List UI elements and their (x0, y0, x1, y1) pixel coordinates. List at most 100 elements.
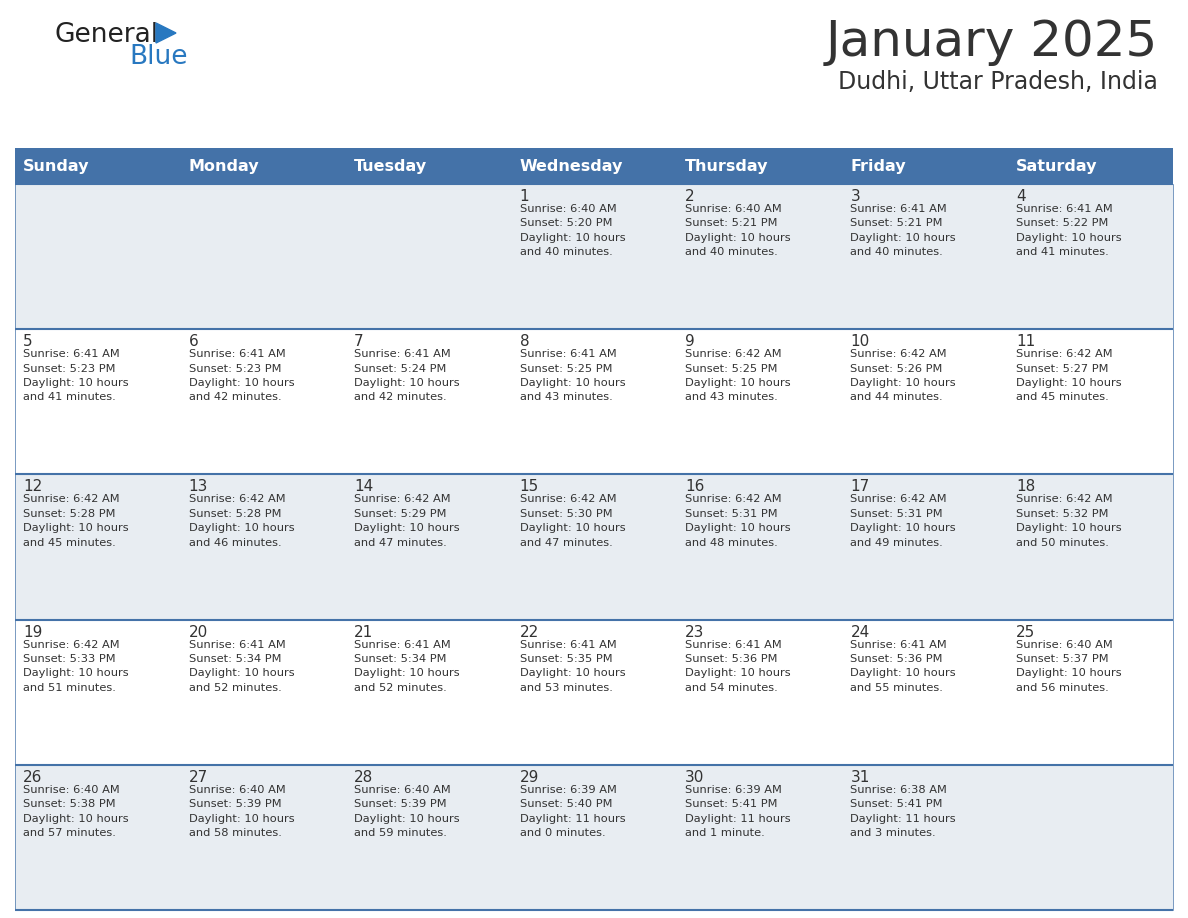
Text: Sunrise: 6:41 AM
Sunset: 5:36 PM
Daylight: 10 hours
and 55 minutes.: Sunrise: 6:41 AM Sunset: 5:36 PM Dayligh… (851, 640, 956, 693)
Bar (1007, 475, 1173, 620)
Text: 31: 31 (851, 770, 870, 785)
Bar (677, 765, 842, 910)
Bar (15, 184, 181, 330)
Text: Sunrise: 6:41 AM
Sunset: 5:35 PM
Daylight: 10 hours
and 53 minutes.: Sunrise: 6:41 AM Sunset: 5:35 PM Dayligh… (519, 640, 625, 693)
Text: Sunrise: 6:42 AM
Sunset: 5:31 PM
Daylight: 10 hours
and 48 minutes.: Sunrise: 6:42 AM Sunset: 5:31 PM Dayligh… (685, 495, 790, 548)
Text: 10: 10 (851, 334, 870, 349)
Text: 17: 17 (851, 479, 870, 495)
Text: 19: 19 (24, 624, 43, 640)
Bar (677, 475, 842, 620)
Text: Sunrise: 6:42 AM
Sunset: 5:33 PM
Daylight: 10 hours
and 51 minutes.: Sunrise: 6:42 AM Sunset: 5:33 PM Dayligh… (24, 640, 128, 693)
Bar (346, 330, 511, 475)
Text: Sunrise: 6:40 AM
Sunset: 5:21 PM
Daylight: 10 hours
and 40 minutes.: Sunrise: 6:40 AM Sunset: 5:21 PM Dayligh… (685, 204, 790, 257)
Bar (15, 475, 181, 620)
Bar (181, 765, 346, 910)
Text: Sunrise: 6:41 AM
Sunset: 5:23 PM
Daylight: 10 hours
and 42 minutes.: Sunrise: 6:41 AM Sunset: 5:23 PM Dayligh… (189, 349, 295, 402)
Text: 28: 28 (354, 770, 373, 785)
Bar (346, 620, 511, 765)
Text: Sunrise: 6:41 AM
Sunset: 5:36 PM
Daylight: 10 hours
and 54 minutes.: Sunrise: 6:41 AM Sunset: 5:36 PM Dayligh… (685, 640, 790, 693)
Text: Sunrise: 6:42 AM
Sunset: 5:29 PM
Daylight: 10 hours
and 47 minutes.: Sunrise: 6:42 AM Sunset: 5:29 PM Dayligh… (354, 495, 460, 548)
Bar (181, 475, 346, 620)
Text: Sunrise: 6:41 AM
Sunset: 5:24 PM
Daylight: 10 hours
and 42 minutes.: Sunrise: 6:41 AM Sunset: 5:24 PM Dayligh… (354, 349, 460, 402)
Text: Sunrise: 6:39 AM
Sunset: 5:41 PM
Daylight: 11 hours
and 1 minute.: Sunrise: 6:39 AM Sunset: 5:41 PM Dayligh… (685, 785, 790, 838)
Text: 24: 24 (851, 624, 870, 640)
Text: Tuesday: Tuesday (354, 159, 428, 174)
Bar (346, 184, 511, 330)
Text: Sunrise: 6:42 AM
Sunset: 5:32 PM
Daylight: 10 hours
and 50 minutes.: Sunrise: 6:42 AM Sunset: 5:32 PM Dayligh… (1016, 495, 1121, 548)
Bar (511, 475, 677, 620)
Text: 23: 23 (685, 624, 704, 640)
Text: Sunrise: 6:40 AM
Sunset: 5:39 PM
Daylight: 10 hours
and 59 minutes.: Sunrise: 6:40 AM Sunset: 5:39 PM Dayligh… (354, 785, 460, 838)
Text: Wednesday: Wednesday (519, 159, 623, 174)
Text: 2: 2 (685, 189, 695, 204)
Bar (346, 765, 511, 910)
Text: 5: 5 (24, 334, 33, 349)
Text: 9: 9 (685, 334, 695, 349)
Text: 7: 7 (354, 334, 364, 349)
Text: Sunrise: 6:40 AM
Sunset: 5:39 PM
Daylight: 10 hours
and 58 minutes.: Sunrise: 6:40 AM Sunset: 5:39 PM Dayligh… (189, 785, 295, 838)
Text: Sunrise: 6:42 AM
Sunset: 5:28 PM
Daylight: 10 hours
and 45 minutes.: Sunrise: 6:42 AM Sunset: 5:28 PM Dayligh… (24, 495, 128, 548)
Bar (15, 765, 181, 910)
Bar (15, 330, 181, 475)
Text: Sunrise: 6:42 AM
Sunset: 5:28 PM
Daylight: 10 hours
and 46 minutes.: Sunrise: 6:42 AM Sunset: 5:28 PM Dayligh… (189, 495, 295, 548)
Text: 25: 25 (1016, 624, 1035, 640)
Bar (181, 620, 346, 765)
Text: Friday: Friday (851, 159, 906, 174)
Text: Dudhi, Uttar Pradesh, India: Dudhi, Uttar Pradesh, India (838, 70, 1158, 94)
Bar (842, 330, 1007, 475)
Text: 1: 1 (519, 189, 529, 204)
Polygon shape (156, 23, 176, 43)
Text: Sunday: Sunday (24, 159, 90, 174)
Text: 12: 12 (24, 479, 43, 495)
Bar (511, 184, 677, 330)
Bar (511, 765, 677, 910)
Text: 30: 30 (685, 770, 704, 785)
Text: Saturday: Saturday (1016, 159, 1098, 174)
Bar (677, 184, 842, 330)
Text: Sunrise: 6:41 AM
Sunset: 5:34 PM
Daylight: 10 hours
and 52 minutes.: Sunrise: 6:41 AM Sunset: 5:34 PM Dayligh… (189, 640, 295, 693)
Text: Sunrise: 6:41 AM
Sunset: 5:23 PM
Daylight: 10 hours
and 41 minutes.: Sunrise: 6:41 AM Sunset: 5:23 PM Dayligh… (24, 349, 128, 402)
Bar (511, 330, 677, 475)
Text: 20: 20 (189, 624, 208, 640)
Text: 14: 14 (354, 479, 373, 495)
Text: Sunrise: 6:42 AM
Sunset: 5:30 PM
Daylight: 10 hours
and 47 minutes.: Sunrise: 6:42 AM Sunset: 5:30 PM Dayligh… (519, 495, 625, 548)
Bar (842, 620, 1007, 765)
Bar (15, 620, 181, 765)
Text: 6: 6 (189, 334, 198, 349)
Bar (511, 620, 677, 765)
Text: Sunrise: 6:40 AM
Sunset: 5:38 PM
Daylight: 10 hours
and 57 minutes.: Sunrise: 6:40 AM Sunset: 5:38 PM Dayligh… (24, 785, 128, 838)
Text: Sunrise: 6:41 AM
Sunset: 5:34 PM
Daylight: 10 hours
and 52 minutes.: Sunrise: 6:41 AM Sunset: 5:34 PM Dayligh… (354, 640, 460, 693)
Bar (15, 148, 1173, 184)
Bar (842, 765, 1007, 910)
Text: 18: 18 (1016, 479, 1035, 495)
Text: 15: 15 (519, 479, 539, 495)
Text: 16: 16 (685, 479, 704, 495)
Text: 29: 29 (519, 770, 539, 785)
Text: Sunrise: 6:38 AM
Sunset: 5:41 PM
Daylight: 11 hours
and 3 minutes.: Sunrise: 6:38 AM Sunset: 5:41 PM Dayligh… (851, 785, 956, 838)
Text: 27: 27 (189, 770, 208, 785)
Bar (1007, 765, 1173, 910)
Bar (1007, 330, 1173, 475)
Text: Sunrise: 6:39 AM
Sunset: 5:40 PM
Daylight: 11 hours
and 0 minutes.: Sunrise: 6:39 AM Sunset: 5:40 PM Dayligh… (519, 785, 625, 838)
Bar (1007, 184, 1173, 330)
Bar (677, 620, 842, 765)
Text: Sunrise: 6:40 AM
Sunset: 5:37 PM
Daylight: 10 hours
and 56 minutes.: Sunrise: 6:40 AM Sunset: 5:37 PM Dayligh… (1016, 640, 1121, 693)
Text: 4: 4 (1016, 189, 1025, 204)
Bar (181, 330, 346, 475)
Bar (346, 475, 511, 620)
Text: January 2025: January 2025 (826, 18, 1158, 66)
Text: Sunrise: 6:42 AM
Sunset: 5:26 PM
Daylight: 10 hours
and 44 minutes.: Sunrise: 6:42 AM Sunset: 5:26 PM Dayligh… (851, 349, 956, 402)
Text: Sunrise: 6:41 AM
Sunset: 5:22 PM
Daylight: 10 hours
and 41 minutes.: Sunrise: 6:41 AM Sunset: 5:22 PM Dayligh… (1016, 204, 1121, 257)
Text: 26: 26 (24, 770, 43, 785)
Bar (1007, 620, 1173, 765)
Text: Monday: Monday (189, 159, 259, 174)
Text: 11: 11 (1016, 334, 1035, 349)
Text: General: General (55, 22, 159, 48)
Text: Sunrise: 6:40 AM
Sunset: 5:20 PM
Daylight: 10 hours
and 40 minutes.: Sunrise: 6:40 AM Sunset: 5:20 PM Dayligh… (519, 204, 625, 257)
Text: Sunrise: 6:41 AM
Sunset: 5:21 PM
Daylight: 10 hours
and 40 minutes.: Sunrise: 6:41 AM Sunset: 5:21 PM Dayligh… (851, 204, 956, 257)
Text: Blue: Blue (129, 44, 188, 70)
Bar (181, 184, 346, 330)
Text: Sunrise: 6:41 AM
Sunset: 5:25 PM
Daylight: 10 hours
and 43 minutes.: Sunrise: 6:41 AM Sunset: 5:25 PM Dayligh… (519, 349, 625, 402)
Text: 3: 3 (851, 189, 860, 204)
Text: 13: 13 (189, 479, 208, 495)
